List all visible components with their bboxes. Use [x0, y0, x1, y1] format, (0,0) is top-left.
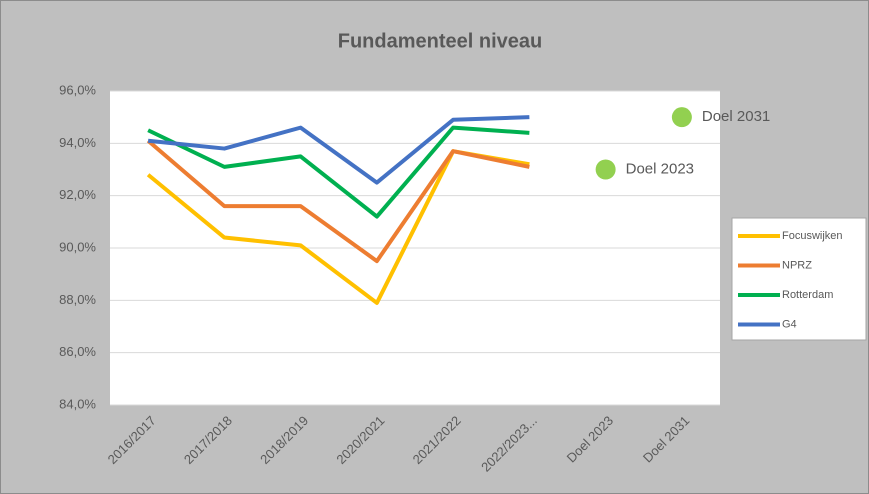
- y-tick-label: 96,0%: [59, 82, 96, 97]
- y-tick-label: 84,0%: [59, 396, 96, 411]
- target-marker: [671, 107, 692, 128]
- chart-title: Fundamenteel niveau: [338, 30, 543, 52]
- target-label: Doel 2031: [702, 108, 770, 125]
- y-tick-label: 88,0%: [59, 292, 96, 307]
- series-line: [147, 125, 530, 219]
- series-line: [146, 139, 530, 264]
- series-line: [147, 115, 530, 185]
- y-tick-label: 92,0%: [59, 187, 96, 202]
- target-marker: [595, 159, 616, 180]
- y-tick-label: 94,0%: [59, 135, 96, 150]
- y-tick-label: 86,0%: [59, 344, 96, 359]
- target-label: Doel 2023: [626, 160, 694, 177]
- legend: [731, 217, 867, 341]
- y-tick-label: 90,0%: [59, 239, 96, 254]
- legend-label: G4: [782, 318, 797, 330]
- legend-label: NPRZ: [782, 259, 812, 271]
- legend-label: Rotterdam: [782, 289, 833, 301]
- legend-label: Focuswijken: [782, 230, 843, 242]
